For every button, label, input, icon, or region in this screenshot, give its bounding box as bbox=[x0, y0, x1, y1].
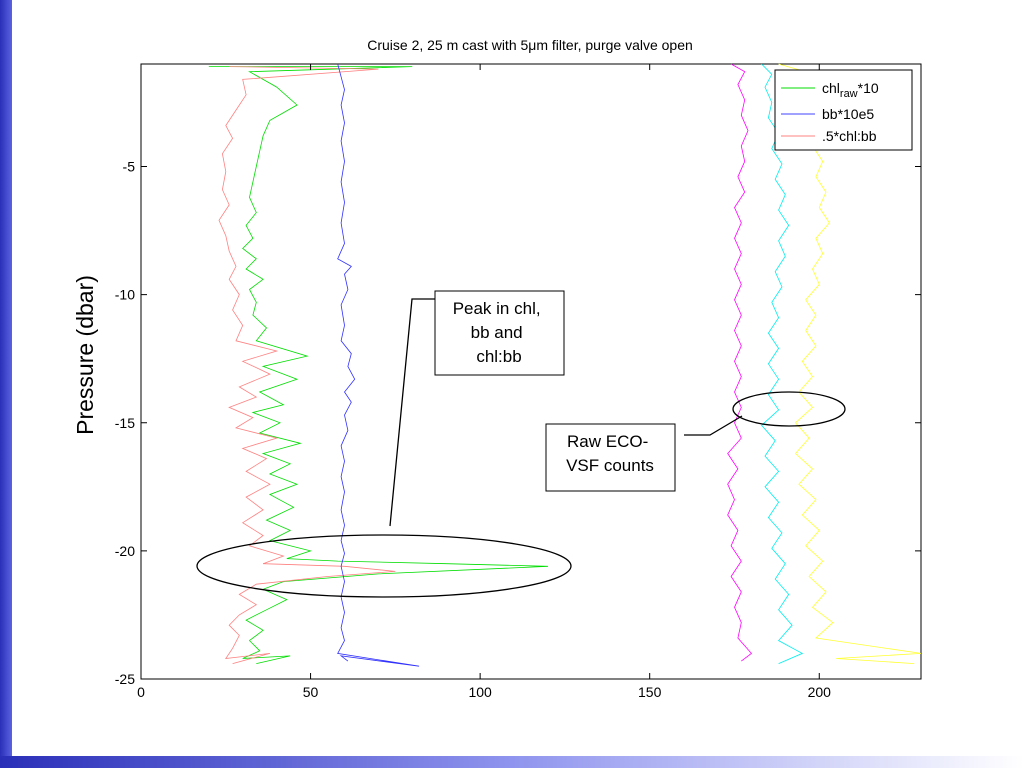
annotation-peak-text: Peak in chl, bb and chl:bb bbox=[453, 299, 546, 366]
legend-label-bb: bb*10e5 bbox=[822, 106, 874, 122]
annotation-eco-leader bbox=[684, 415, 743, 436]
series-line-5 bbox=[778, 63, 922, 664]
annotation-eco-ellipse bbox=[732, 391, 846, 427]
annotation-eco-line-2: VSF counts bbox=[566, 456, 654, 475]
series-line-0 bbox=[208, 66, 549, 664]
annotation-peak-line-1: Peak in chl, bbox=[453, 299, 541, 318]
series-line-3 bbox=[727, 63, 752, 662]
x-tick-label: 150 bbox=[638, 684, 662, 700]
series-line-4 bbox=[761, 63, 804, 664]
y-axis-label: Pressure (dbar) bbox=[72, 275, 98, 435]
annotation-peak-line-3: chl:bb bbox=[476, 347, 521, 366]
x-tick-label: 50 bbox=[303, 684, 319, 700]
series-line-2 bbox=[337, 63, 420, 667]
chart-title: Cruise 2, 25 m cast with 5μm filter, pur… bbox=[367, 37, 693, 53]
y-tick-label: -25 bbox=[115, 671, 135, 687]
slide-frame-bottom bbox=[0, 756, 1024, 768]
y-tick-label: -5 bbox=[123, 159, 136, 175]
x-tick-label: 100 bbox=[468, 684, 492, 700]
series-layer bbox=[208, 63, 922, 667]
ticks-layer: 0 50 100 150 200 -5 -10 -15 -20 -25 bbox=[115, 64, 921, 700]
annotation-peak-box bbox=[434, 290, 565, 376]
x-tick-label: 0 bbox=[137, 684, 145, 700]
legend-label-chl: chlraw*10 bbox=[822, 80, 879, 100]
annotation-eco-box bbox=[545, 423, 676, 492]
y-tick-label: -20 bbox=[115, 543, 135, 559]
y-tick-label: -10 bbox=[115, 287, 135, 303]
legend-box bbox=[774, 69, 913, 151]
legend-label-chlbb: .5*chl:bb bbox=[822, 128, 877, 144]
x-tick-label: 200 bbox=[808, 684, 832, 700]
annotation-peak: Peak in chl, bb and chl:bb bbox=[196, 290, 572, 598]
legend: chlraw*10 bb*10e5 .5*chl:bb bbox=[774, 69, 913, 151]
annotation-eco-line-1: Raw ECO- bbox=[567, 432, 648, 451]
annotation-eco-text: Raw ECO- VSF counts bbox=[566, 432, 654, 475]
slide-frame-left bbox=[0, 0, 12, 768]
annotation-peak-ellipse bbox=[196, 534, 572, 598]
annotation-peak-leader bbox=[389, 298, 436, 527]
annotation-peak-line-2: bb and bbox=[471, 323, 523, 342]
annotation-eco: Raw ECO- VSF counts bbox=[545, 391, 846, 492]
y-tick-label: -15 bbox=[115, 415, 135, 431]
